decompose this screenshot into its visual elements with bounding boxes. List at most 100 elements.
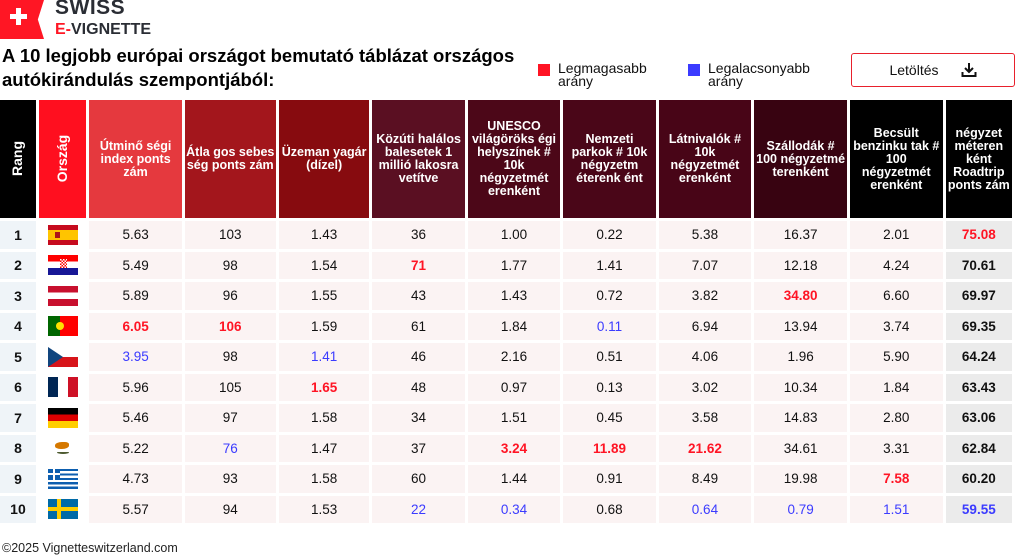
score-cell: 62.84 xyxy=(945,434,1012,462)
value-cell: 1.58 xyxy=(278,465,370,493)
download-button[interactable]: Letöltés xyxy=(851,53,1015,87)
germany-flag-icon xyxy=(47,407,78,428)
value-cell: 8.49 xyxy=(658,465,752,493)
column-header: négyzet méteren ként Roadtrip ponts zám xyxy=(945,100,1012,218)
logo-line1: SWISS xyxy=(55,0,126,19)
country-cell xyxy=(38,465,87,493)
value-cell: 0.11 xyxy=(563,312,656,340)
column-header: Közúti halálos balesetek 1 millió lakosr… xyxy=(372,100,465,218)
rank-cell: 7 xyxy=(0,404,36,432)
value-cell: 5.22 xyxy=(89,434,182,462)
column-header: Szállodák # 100 négyzetmé terenként xyxy=(754,100,847,218)
value-cell: 103 xyxy=(184,221,276,249)
value-cell: 76 xyxy=(184,434,276,462)
country-cell xyxy=(38,373,87,401)
column-header-label: Közúti halálos balesetek 1 millió lakosr… xyxy=(376,132,461,185)
value-cell: 1.47 xyxy=(278,434,370,462)
value-cell: 1.44 xyxy=(467,465,561,493)
rank-cell: 6 xyxy=(0,373,36,401)
value-cell: 7.07 xyxy=(658,251,752,279)
value-cell: 5.57 xyxy=(89,495,182,523)
value-cell: 106 xyxy=(184,312,276,340)
rank-cell: 8 xyxy=(0,434,36,462)
table-row: 6 5.96 105 1.65 48 0.97 0.13 3.02 10.34 1.84 63.43 xyxy=(0,373,1012,401)
rank-cell: 5 xyxy=(0,343,36,371)
column-header-label: Üzeman yagár (dízel) xyxy=(281,145,367,172)
value-cell: 6.94 xyxy=(658,312,752,340)
value-cell: 13.94 xyxy=(754,312,847,340)
value-cell: 1.59 xyxy=(278,312,370,340)
column-header-label: Rang xyxy=(9,141,26,176)
rank-cell: 2 xyxy=(0,251,36,279)
country-cell xyxy=(38,251,87,279)
rank-cell: 1 xyxy=(0,221,36,249)
value-cell: 3.74 xyxy=(849,312,943,340)
table-row: 10 5.57 94 1.53 22 0.34 0.68 0.64 0.79 1.51 59.55 xyxy=(0,495,1012,523)
rank-cell: 10 xyxy=(0,495,36,523)
table-row: 1 5.63 103 1.43 36 1.00 0.22 5.38 16.37 2.01 75.08 xyxy=(0,221,1012,249)
value-cell: 43 xyxy=(372,282,465,310)
value-cell: 98 xyxy=(184,251,276,279)
value-cell: 5.89 xyxy=(89,282,182,310)
value-cell: 22 xyxy=(372,495,465,523)
country-cell xyxy=(38,221,87,249)
score-cell: 59.55 xyxy=(945,495,1012,523)
column-header-label: Szállodák # 100 négyzetmé terenként xyxy=(756,138,846,179)
column-header: Átla gos sebes ség ponts zám xyxy=(184,100,276,218)
value-cell: 96 xyxy=(184,282,276,310)
value-cell: 1.00 xyxy=(467,221,561,249)
value-cell: 0.79 xyxy=(754,495,847,523)
value-cell: 60 xyxy=(372,465,465,493)
value-cell: 5.46 xyxy=(89,404,182,432)
value-cell: 2.16 xyxy=(467,343,561,371)
logo-prefix: E- xyxy=(55,21,71,38)
country-cell xyxy=(38,404,87,432)
value-cell: 71 xyxy=(372,251,465,279)
value-cell: 1.51 xyxy=(849,495,943,523)
value-cell: 1.58 xyxy=(278,404,370,432)
value-cell: 1.51 xyxy=(467,404,561,432)
value-cell: 4.24 xyxy=(849,251,943,279)
country-cell xyxy=(38,282,87,310)
score-cell: 63.43 xyxy=(945,373,1012,401)
value-cell: 12.18 xyxy=(754,251,847,279)
logo: SWISS E-VIGNETTE xyxy=(0,0,180,42)
value-cell: 1.41 xyxy=(563,251,656,279)
value-cell: 1.53 xyxy=(278,495,370,523)
column-header: Útminő ségi index ponts zám xyxy=(89,100,182,218)
value-cell: 0.13 xyxy=(563,373,656,401)
value-cell: 1.43 xyxy=(278,221,370,249)
value-cell: 5.49 xyxy=(89,251,182,279)
legend-high-label: Legmagasabb arány xyxy=(558,60,647,89)
legend-low-label: Legalacsonyabb arány xyxy=(708,60,810,89)
column-header: Üzeman yagár (dízel) xyxy=(278,100,370,218)
column-header-label: Átla gos sebes ség ponts zám xyxy=(186,145,275,172)
value-cell: 3.02 xyxy=(658,373,752,401)
column-header: Becsült benzinku tak # 100 négyzetmét er… xyxy=(849,100,943,218)
logo-line2: VIGNETTE xyxy=(71,21,152,38)
value-cell: 105 xyxy=(184,373,276,401)
value-cell: 1.41 xyxy=(278,343,370,371)
value-cell: 3.82 xyxy=(658,282,752,310)
value-cell: 5.63 xyxy=(89,221,182,249)
value-cell: 1.96 xyxy=(754,343,847,371)
value-cell: 19.98 xyxy=(754,465,847,493)
value-cell: 97 xyxy=(184,404,276,432)
value-cell: 6.60 xyxy=(849,282,943,310)
value-cell: 4.73 xyxy=(89,465,182,493)
value-cell: 48 xyxy=(372,373,465,401)
value-cell: 61 xyxy=(372,312,465,340)
country-cell xyxy=(38,495,87,523)
column-header-label: Nemzeti parkok # 10k négyzetm éterenk én… xyxy=(571,132,648,185)
score-cell: 69.97 xyxy=(945,282,1012,310)
rank-cell: 3 xyxy=(0,282,36,310)
value-cell: 21.62 xyxy=(658,434,752,462)
value-cell: 0.97 xyxy=(467,373,561,401)
column-header-label: négyzet méteren ként Roadtrip ponts zám xyxy=(947,125,1010,192)
swiss-flag-icon xyxy=(0,0,44,39)
table-row: 2 5.49 98 1.54 71 1.77 1.41 7.07 12.18 4.24 70.61 xyxy=(0,251,1012,279)
score-cell: 64.24 xyxy=(945,343,1012,371)
download-icon xyxy=(961,63,977,77)
value-cell: 93 xyxy=(184,465,276,493)
value-cell: 1.55 xyxy=(278,282,370,310)
